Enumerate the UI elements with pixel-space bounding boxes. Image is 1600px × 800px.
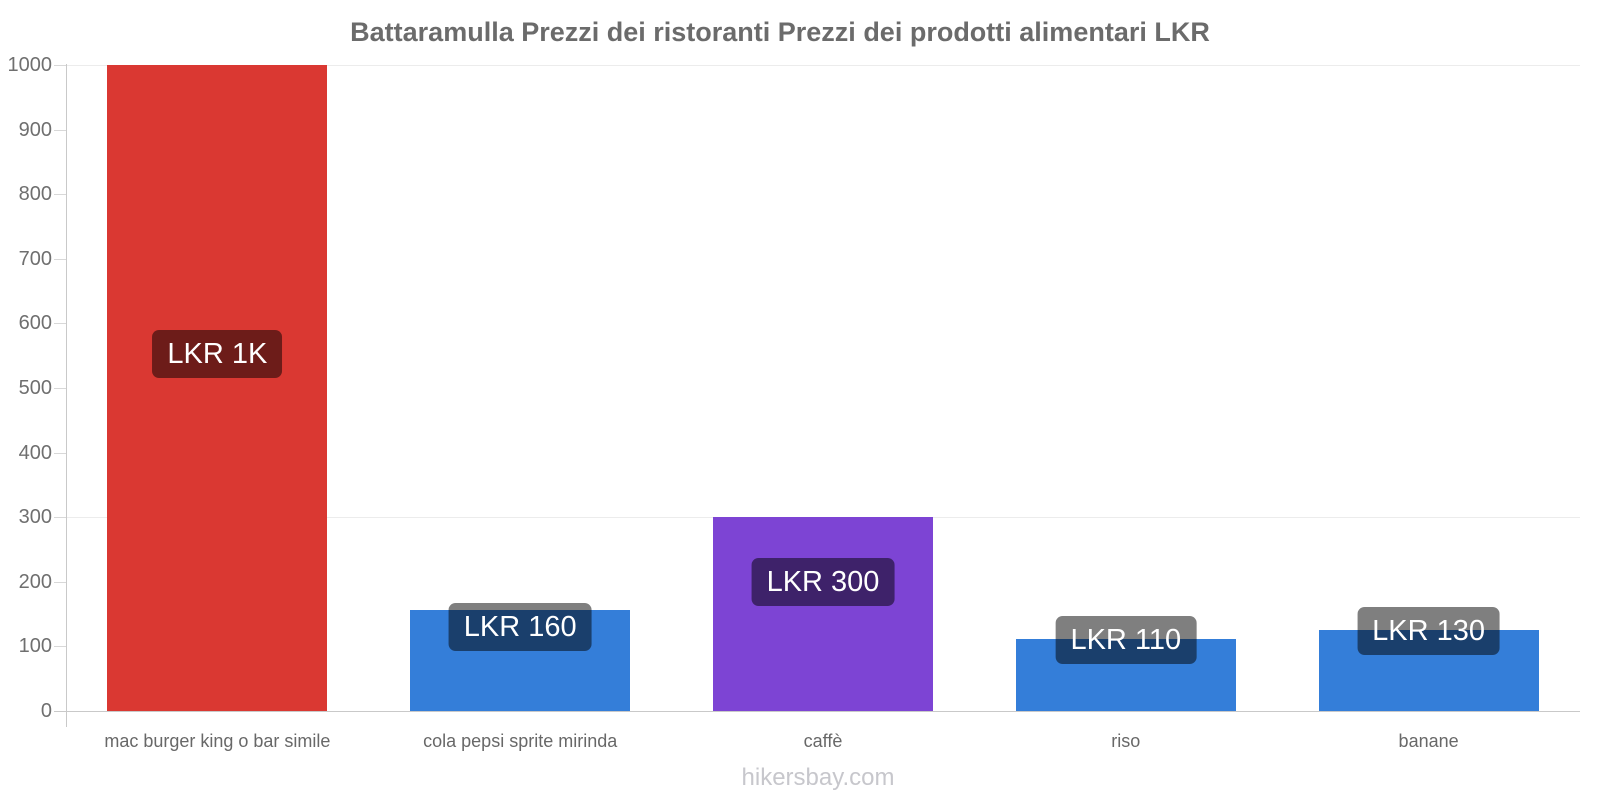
x-category-label: mac burger king o bar simile <box>104 731 331 751</box>
bar-value-label: LKR 1K <box>152 330 283 378</box>
y-tick-label: 600 <box>18 312 52 335</box>
y-axis-tick <box>54 194 66 196</box>
x-category-label: caffè <box>803 731 843 751</box>
y-axis-tick <box>54 129 66 131</box>
bar-caffè[interactable] <box>713 517 933 711</box>
y-axis-tick <box>54 581 66 583</box>
y-tick-label: 0 <box>40 700 52 722</box>
gridline <box>66 65 1580 66</box>
x-axis-line <box>54 711 1580 712</box>
x-category-label: riso <box>1111 731 1141 751</box>
y-tick-label: 200 <box>18 570 52 593</box>
x-category-label: banane <box>1398 731 1459 751</box>
y-axis-tick <box>54 258 66 260</box>
bar-value-label: LKR 300 <box>751 558 895 606</box>
bar-value-label: LKR 160 <box>448 603 592 651</box>
y-axis-tick <box>54 452 66 454</box>
bar-mac[interactable] <box>107 65 328 711</box>
y-tick-label: 1000 <box>7 54 53 76</box>
y-tick-label: 900 <box>18 118 52 141</box>
y-axis-line <box>66 64 67 727</box>
chart-title: Battaramulla Prezzi dei ristoranti Prezz… <box>350 17 1210 47</box>
y-axis-tick <box>54 65 66 66</box>
y-tick-label: 300 <box>18 506 52 529</box>
y-tick-label: 100 <box>18 635 52 658</box>
y-axis-tick <box>54 388 66 389</box>
y-tick-label: 800 <box>18 183 52 206</box>
y-axis-tick <box>54 646 66 648</box>
x-category-label: cola pepsi sprite mirinda <box>423 731 618 751</box>
y-axis-tick <box>54 323 66 325</box>
y-axis-tick <box>54 517 66 519</box>
bar-value-label: LKR 130 <box>1357 607 1501 655</box>
y-tick-label: 400 <box>18 441 52 464</box>
footer-watermark-link[interactable]: hikersbay.com <box>741 764 895 791</box>
bar-value-label: LKR 110 <box>1055 616 1197 664</box>
y-tick-label: 700 <box>18 247 52 270</box>
y-tick-label: 500 <box>18 377 52 399</box>
